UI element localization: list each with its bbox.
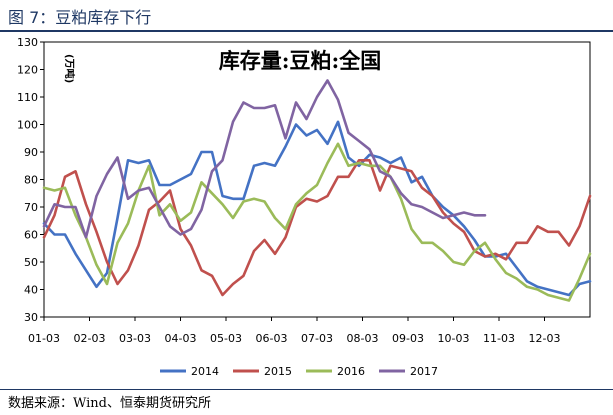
data-source: 数据来源：Wind、恒泰期货研究所 xyxy=(8,396,211,411)
y-tick-label: 60 xyxy=(24,229,38,242)
x-tick-label: 11-03 xyxy=(483,332,515,345)
y-tick-label: 40 xyxy=(24,284,38,297)
y-tick-label: 70 xyxy=(24,201,38,214)
x-tick-label: 07-03 xyxy=(301,332,333,345)
y-tick-label: 110 xyxy=(17,91,38,104)
inventory-line-chart: 30 40 50 60 70 80 90 100 110 120 130 01-03 02-03 03-… xyxy=(17,36,592,378)
x-tick-label: 10-03 xyxy=(438,332,470,345)
y-axis-label: (万吨) xyxy=(63,54,76,83)
y-tick-label: 30 xyxy=(24,311,38,324)
x-tick-label: 03-03 xyxy=(119,332,151,345)
x-tick-label: 05-03 xyxy=(210,332,242,345)
legend-label-2017: 2017 xyxy=(410,365,438,378)
legend-label-2014: 2014 xyxy=(191,365,219,378)
y-tick-label: 50 xyxy=(24,256,38,269)
plot-frame xyxy=(43,41,591,318)
x-tick-label: 08-03 xyxy=(347,332,379,345)
x-tick-label: 04-03 xyxy=(165,332,197,345)
figure-title: 图 7：豆粕库存下行 xyxy=(8,8,152,27)
source-divider xyxy=(0,389,613,390)
series-line-2014 xyxy=(42,120,592,297)
x-axis: 01-03 02-03 03-03 04-03 05-03 06-03 07-03 08-03… xyxy=(28,317,560,345)
legend-label-2016: 2016 xyxy=(337,365,365,378)
y-tick-label: 100 xyxy=(17,119,38,132)
series-lines xyxy=(42,79,592,302)
x-tick-label: 01-03 xyxy=(28,332,60,345)
y-tick-label: 90 xyxy=(24,146,38,159)
y-tick-label: 80 xyxy=(24,174,38,187)
x-tick-label: 06-03 xyxy=(256,332,288,345)
series-line-2015 xyxy=(42,159,592,297)
chart-title: 库存量:豆粕:全国 xyxy=(219,48,382,73)
title-underline xyxy=(0,30,613,32)
y-tick-label: 130 xyxy=(17,36,38,49)
y-axis: 30 40 50 60 70 80 90 100 110 120 130 xyxy=(17,36,44,324)
series-line-2017 xyxy=(42,79,487,239)
figure-header: 图 7：豆粕库存下行 xyxy=(0,0,613,30)
x-tick-label: 09-03 xyxy=(392,332,424,345)
y-tick-label: 120 xyxy=(17,64,38,77)
x-tick-label: 12-03 xyxy=(529,332,561,345)
legend-label-2015: 2015 xyxy=(264,365,292,378)
plot-border xyxy=(43,41,591,318)
legend: 2014 2015 2016 2017 xyxy=(160,365,438,378)
series-line-2016 xyxy=(42,142,592,302)
x-tick-label: 02-03 xyxy=(74,332,106,345)
